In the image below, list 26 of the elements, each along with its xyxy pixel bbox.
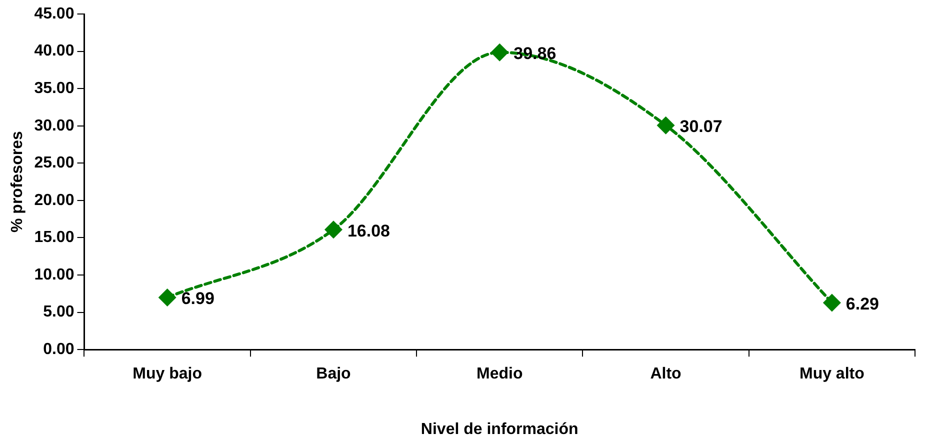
- x-axis-title: Nivel de información: [420, 420, 578, 438]
- y-tick-label: 0.00: [43, 341, 74, 358]
- x-tick-label: Alto: [650, 366, 682, 383]
- y-tick-label: 15.00: [34, 229, 74, 246]
- x-tick-label: Muy bajo: [132, 366, 202, 383]
- y-tick-label: 35.00: [34, 80, 74, 97]
- y-tick-label: 20.00: [34, 192, 74, 209]
- x-tick-label: Medio: [476, 366, 523, 383]
- point: [324, 220, 342, 239]
- y-tick-label: 30.00: [34, 117, 74, 134]
- y-tick-label: 40.00: [34, 42, 74, 60]
- point: [490, 43, 509, 62]
- point: [822, 294, 841, 312]
- x-tick-label: Bajo: [316, 366, 352, 383]
- data-label: 6.99: [181, 289, 214, 308]
- y-axis-title: % profesores: [9, 131, 26, 232]
- x-tick-label: Muy alto: [799, 366, 865, 383]
- y-tick-label: 10.00: [34, 266, 74, 284]
- point: [656, 116, 675, 134]
- y-tick-label: 45.00: [34, 5, 74, 22]
- data-label: 6.29: [846, 294, 880, 314]
- y-tick-label: 5.00: [43, 304, 74, 321]
- y-tick-label: 25.00: [34, 154, 74, 172]
- point: [158, 288, 176, 306]
- data-label: 16.08: [347, 221, 390, 240]
- data-label: 30.07: [680, 117, 722, 136]
